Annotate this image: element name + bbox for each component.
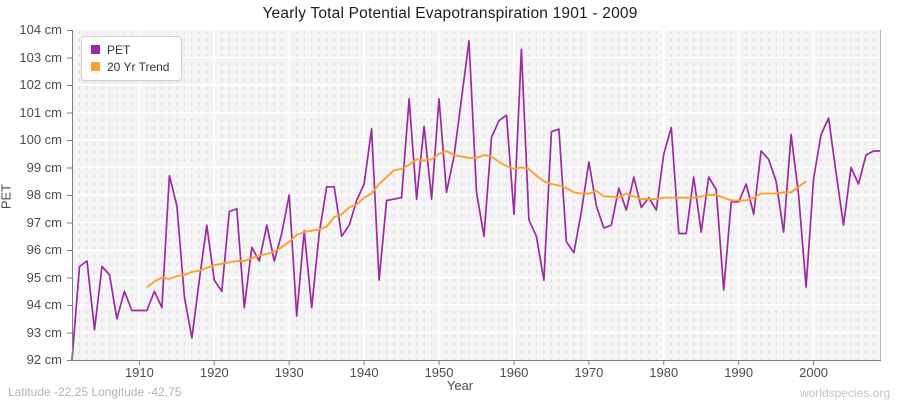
x-tick-label: 1950 <box>424 365 454 380</box>
axes <box>67 30 881 365</box>
x-tick-label: 1920 <box>199 365 229 380</box>
y-tick-label: 97 cm <box>26 214 62 230</box>
legend: PET 20 Yr Trend <box>81 36 183 81</box>
footnote-source: worldspecies.org <box>799 386 890 400</box>
x-tick-label: 1990 <box>724 365 754 380</box>
trend-line <box>146 150 807 288</box>
y-tick-label: 100 cm <box>19 132 62 147</box>
trend-series-label: 20 Yr Trend <box>107 59 170 74</box>
y-tick-label: 102 cm <box>19 77 62 92</box>
x-tick-label: 1970 <box>574 365 604 380</box>
pet-series-swatch <box>91 45 100 54</box>
y-tick-label: 101 cm <box>19 104 62 120</box>
x-tick-label: 2000 <box>799 365 829 380</box>
x-tick-label: 1980 <box>649 365 679 380</box>
y-tick-label: 104 cm <box>19 22 62 37</box>
x-tick-label: 1930 <box>274 365 304 380</box>
trend-series-swatch <box>91 62 100 71</box>
pet-series-label: PET <box>107 42 131 57</box>
y-axis-title: PET <box>0 183 14 210</box>
x-tick-label: 1910 <box>124 365 154 380</box>
y-tick-label: 93 cm <box>26 324 62 340</box>
y-tick-label: 92 cm <box>26 352 62 367</box>
x-tick-label: 1960 <box>499 365 529 380</box>
legend-item-trend: 20 Yr Trend <box>91 58 169 75</box>
y-tick-label: 95 cm <box>26 269 62 285</box>
x-tick-label: 1940 <box>349 365 379 380</box>
y-tick-label: 98 cm <box>26 187 62 202</box>
y-tick-label: 103 cm <box>19 49 62 65</box>
y-tick-label: 99 cm <box>26 159 62 175</box>
pet-line <box>71 40 881 361</box>
y-tick-label: 96 cm <box>26 242 62 257</box>
legend-item-pet: PET <box>91 41 169 58</box>
chart-title: Yearly Total Potential Evapotranspiratio… <box>262 5 638 22</box>
footnote-location: Latitude -22.25 Longitude -42.75 <box>8 385 182 399</box>
y-tick-label: 94 cm <box>26 297 62 312</box>
x-axis-title: Year <box>446 378 474 393</box>
